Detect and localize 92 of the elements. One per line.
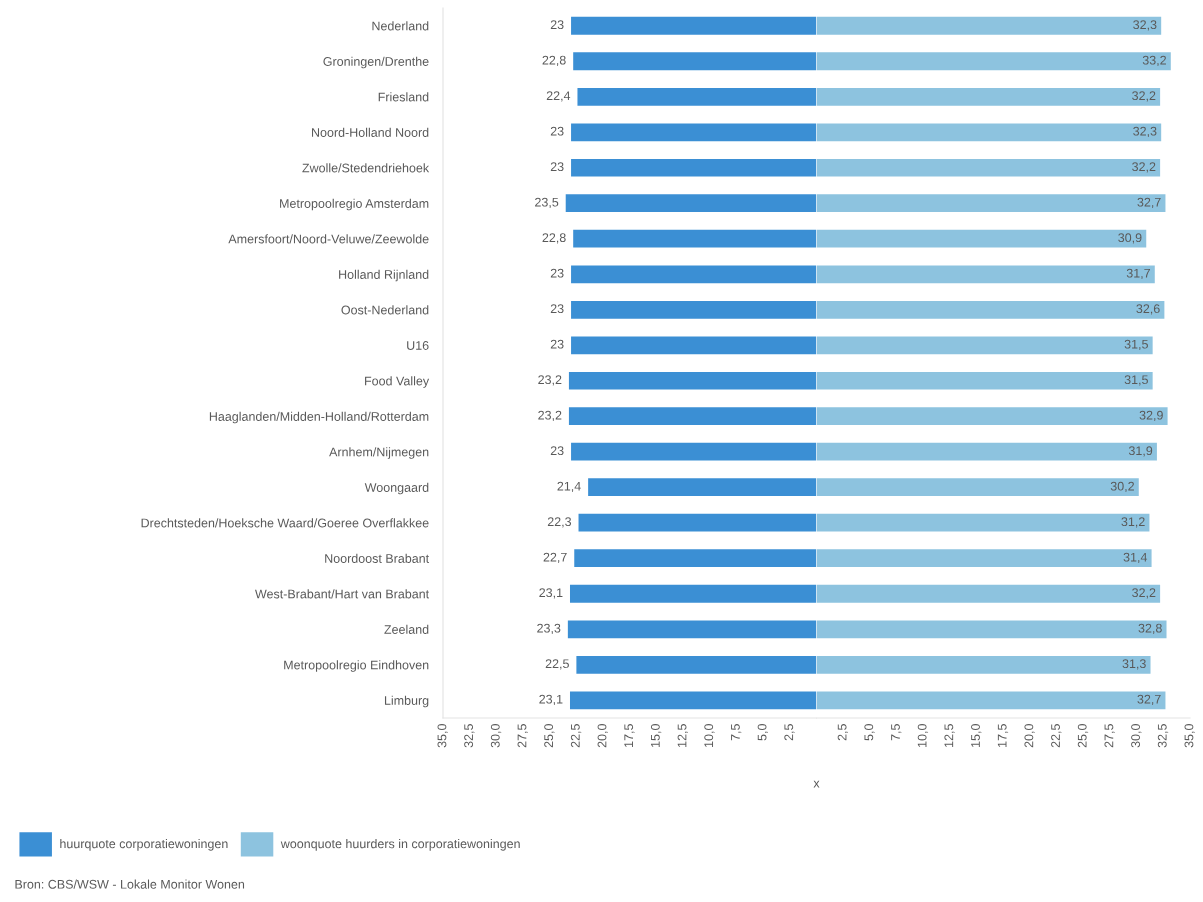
x-tick-label: 15,0 [650,724,662,747]
y-tick-label: Oost-Nederland [341,305,429,315]
data-label: 31,3 [1122,659,1146,670]
text: Bron: CBS/WSW - Lokale Monitor Wonen [15,879,245,889]
x-tick-label: 12,5 [944,724,955,747]
data-label: 22,5 [545,659,569,670]
data-label: 31,5 [1124,375,1148,386]
data-label: 23,3 [537,623,561,635]
x-tick-label: 17,5 [997,724,1009,747]
legend-label: woonquote huurders in corporatiewoningen [280,839,520,851]
data-label: 23 [550,162,564,172]
y-tick-label: Noord-Holland Noord [312,127,429,137]
data-label: 32,6 [1136,304,1160,315]
y-tick-label: Food Valley [365,376,430,388]
data-label: 32,7 [1137,197,1161,209]
legend-label: huurquote corporatiewoningen [60,839,228,851]
y-tick-label: Groningen/Drenthe [323,56,429,69]
x-tick-label: 22,5 [1051,724,1062,748]
y-tick-label: Noordoost Brabant [325,553,430,563]
data-label: 23 [550,268,564,278]
data-label: 33,2 [1142,55,1166,67]
data-label: 32,3 [1133,126,1157,138]
data-label: 32,2 [1132,91,1156,102]
y-tick-label: Metropoolregio Amsterdam [280,198,429,211]
x-tick-label: 25,0 [1077,724,1089,748]
data-label: 23 [550,304,564,314]
data-label: 22,7 [543,552,567,564]
data-label: 23,5 [535,197,559,209]
x-tick-label: 30,0 [1131,724,1142,748]
x-tick-label: 10,0 [704,724,715,747]
x-tick-label: 20,0 [597,724,608,748]
x-tick-label: 20,0 [1024,724,1035,748]
data-label: 31,9 [1128,446,1153,457]
x-tick-label: 27,5 [517,724,528,748]
x-tick-label: 15,0 [971,724,982,747]
data-label: 32,7 [1137,694,1161,706]
data-label: 30,9 [1118,233,1142,244]
y-tick-label: Woongaard [364,482,429,495]
x-tick-label: 17,5 [624,724,635,747]
data-label: 22,8 [542,233,566,244]
x-tick-label: 2,5 [837,724,849,741]
x-tick-label: 32,5 [464,724,475,748]
x-tick-label: 30,0 [490,724,502,748]
data-label: 22,8 [542,55,566,67]
y-tick-label: Haaglanden/Midden-Holland/Rotterdam [209,411,429,424]
y-tick-label: Metropoolregio Eindhoven [284,660,429,672]
data-label: 23 [550,20,564,30]
x-tick-label: 5,0 [757,724,768,741]
data-label: 22,3 [547,517,572,528]
data-label: 31,4 [1123,552,1148,564]
x-tick-label: 35,0 [1184,724,1195,748]
y-tick-label: U16 [407,341,429,350]
x-tick-label: 5,0 [864,724,875,741]
data-label: 31,5 [1124,339,1148,351]
data-label: 32,8 [1138,623,1162,635]
data-label: 23,1 [539,588,563,599]
x-tick-label: 32,5 [1157,724,1169,748]
data-label: 23 [550,339,564,349]
x-tick-label: 35,0 [437,724,448,748]
y-tick-label: Amersfoort/Noord-Veluwe/Zeewolde [228,234,429,244]
data-label: 23 [550,446,564,456]
y-tick-label: Limburg [384,695,429,708]
y-tick-label: Holland Rijnland [339,269,429,282]
data-label: 31,7 [1126,268,1150,280]
data-label: 23,2 [538,375,562,386]
y-tick-label: West-Brabant/Hart van Brabant [255,589,430,599]
x-tick-label: 7,5 [891,724,902,741]
y-tick-label: Friesland [378,92,429,102]
data-label: 32,2 [1132,588,1156,599]
x-tick-label: 10,0 [917,724,929,747]
x-tick-label: 2,5 [784,724,795,741]
x-tick-label: 12,5 [677,724,688,747]
data-label: 30,2 [1110,481,1134,493]
y-tick-label: Drechtsteden/Hoeksche Waard/Goeree Overflakkee [141,518,429,528]
y-tick-label: Nederland [372,21,429,31]
data-label: 32,2 [1132,162,1156,173]
x-axis-title: x [813,780,820,788]
y-tick-label: Zeeland [384,624,429,634]
y-tick-label: Zwolle/Stedendriehoek [302,163,430,173]
data-label: 31,2 [1121,517,1145,528]
x-tick-label: 25,0 [544,724,555,748]
data-label: 23,1 [539,694,563,706]
data-label: 32,3 [1133,20,1157,31]
x-tick-label: 27,5 [1104,724,1115,748]
data-label: 21,4 [557,481,581,493]
data-label: 32,9 [1139,410,1163,422]
data-label: 22,4 [546,91,571,102]
x-tick-label: 7,5 [731,724,742,741]
y-tick-label: Arnhem/Nijmegen [329,447,429,459]
x-tick-label: 22,5 [570,724,582,748]
data-label: 23,2 [538,410,562,422]
data-label: 23 [550,126,564,136]
